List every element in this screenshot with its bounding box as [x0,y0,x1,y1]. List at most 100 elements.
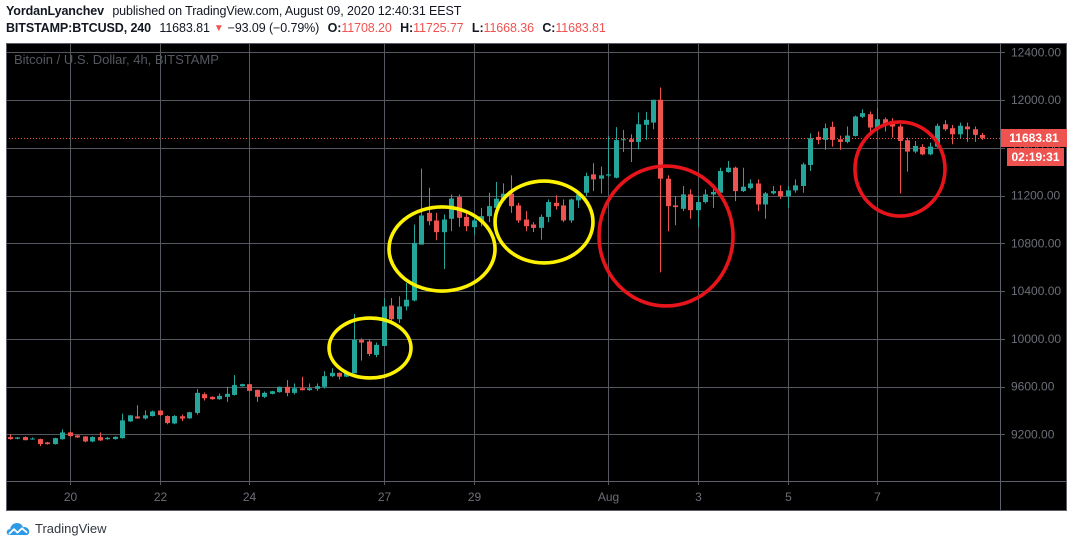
bullish-candle [113,436,118,440]
bearish-candle [135,405,140,419]
candle-body [913,145,918,152]
bullish-candle [120,413,125,439]
candle-body [23,437,28,441]
bearish-candle [367,339,372,356]
candle-body [247,384,252,391]
bearish-candle [23,436,28,441]
candle-body [195,392,200,413]
time-tick-label: Aug [598,490,619,504]
bullish-candle [292,383,297,395]
candle-body [569,199,574,221]
drawings [327,120,947,380]
candle-body [943,124,948,130]
candle-body [681,194,686,209]
bearish-candle [45,441,50,445]
bullish-candle [187,411,192,419]
bearish-candle [561,199,566,223]
candle-body [621,139,626,141]
bearish-candle [531,222,536,233]
bullish-candle [315,383,320,391]
bearish-candle [464,211,469,232]
bearish-candle [658,87,663,273]
bearish-candle [943,120,948,131]
bullish-candle [322,371,327,389]
bearish-candle [868,111,873,133]
price-tick-label: 9200.00 [1011,427,1055,441]
time-tick-label: 7 [874,490,881,504]
candle-body [165,416,170,424]
tradingview-logo[interactable]: TradingView [6,518,107,538]
candle-body [285,386,290,393]
candle-body [472,220,477,228]
candle-body [479,216,484,221]
candle-body [973,129,978,135]
time-tick-label: 22 [154,490,168,504]
bullish-candle [913,140,918,154]
bearish-candle [898,124,903,194]
candle-body [905,140,910,152]
candle-body [763,193,768,205]
bearish-candle [8,434,13,440]
bearish-candle [778,185,783,199]
price-tick-label: 11200.00 [1011,189,1060,203]
publish-info: published on TradingView.com, August 09,… [112,4,462,18]
candle-body [262,392,267,397]
bullish-candle [928,142,933,156]
candle-body [172,416,177,424]
candle-body [748,183,753,189]
candle-body [935,125,940,147]
candle-body [427,212,432,222]
candle-body [860,113,865,117]
price-tick-label: 12400.00 [1011,45,1061,59]
candle-body [673,205,678,208]
bearish-candle [591,163,596,192]
candle-body [756,183,761,205]
candle-body [771,191,776,194]
candle-body [240,384,245,387]
high-value: 11725.77 [413,21,464,35]
bullish-candle [352,313,357,374]
bullish-candle [546,199,551,223]
candle-body [958,125,963,135]
bullish-candle [748,179,753,190]
candle-body [531,224,536,228]
current-price-label: 11683.81 [1001,129,1067,147]
bullish-candle [419,168,424,245]
candle-body [718,171,723,193]
bullish-candle [270,390,275,395]
time-tick-label: 24 [243,490,257,504]
bullish-candle [584,172,589,197]
candle-body [845,135,850,142]
bullish-candle [128,415,133,422]
candle-body [232,385,237,395]
candle-body [576,194,581,201]
bearish-candle [83,436,88,443]
time-axis[interactable]: 20 22 24 27 29 Aug 3 5 7 [64,490,881,504]
yellow-ellipse-annotation [387,205,497,293]
bearish-candle [905,137,910,172]
candle-body [561,205,566,221]
author-name[interactable]: YordanLyanchev [6,4,104,18]
price-tick-label: 12000.00 [1011,93,1061,107]
publish-header: YordanLyanchev published on TradingView.… [6,3,606,38]
bearish-candle [337,372,342,380]
candle-body [344,373,349,377]
candle-body [599,175,604,179]
bullish-candle [599,166,604,194]
bullish-candle [412,224,417,302]
symbol-info-bar: BITSTAMP:BTCUSD, 240 11683.81 ▼ −93.09 (−0… [6,20,606,38]
bearish-candle [756,179,761,212]
candle-body [75,435,80,438]
candle-body [359,339,364,343]
bullish-candle [262,391,267,399]
bearish-candle [516,202,521,223]
bearish-candle [733,166,738,202]
price-axis[interactable]: 12400.0012000.0011600.0011200.0010800.00… [1011,45,1061,441]
bearish-candle [255,389,260,402]
bullish-candle [307,383,312,391]
candle-body [255,389,260,397]
candle-body [741,186,746,192]
time-tick-label: 5 [785,490,792,504]
red-ellipse-annotation [597,164,735,308]
